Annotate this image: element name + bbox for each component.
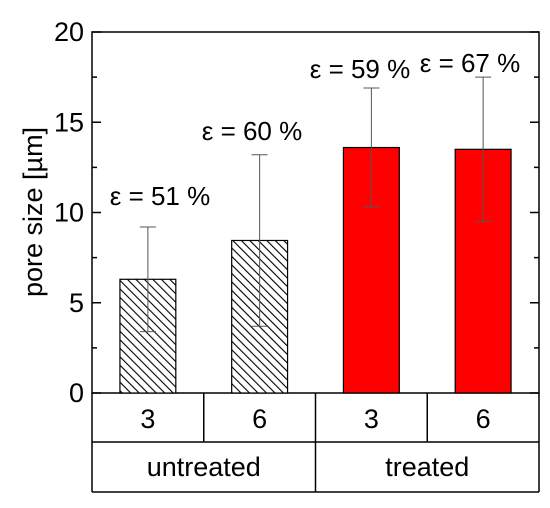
group-label: treated	[385, 452, 469, 482]
y-axis: 0 5 10 15 20	[54, 17, 539, 408]
y-tick-label: 20	[54, 17, 84, 47]
y-axis-label: pore size [µm]	[18, 127, 48, 297]
error-bars	[139, 76, 492, 333]
porosity-annotation: ε = 67 %	[420, 48, 520, 78]
category-label: 6	[252, 404, 267, 434]
porosity-annotation: ε = 59 %	[310, 54, 410, 84]
group-label: untreated	[147, 452, 261, 482]
y-tick-label: 15	[54, 107, 84, 137]
y-tick-label: 5	[69, 288, 84, 318]
category-table: 3 6 3 6 untreated treated	[91, 393, 540, 493]
y-tick-label: 0	[69, 378, 84, 408]
porosity-annotation: ε = 51 %	[110, 181, 210, 211]
y-tick-label: 10	[54, 198, 84, 228]
category-label: 3	[140, 404, 155, 434]
porosity-annotation: ε = 60 %	[202, 116, 302, 146]
category-label: 6	[476, 404, 491, 434]
annotations: ε = 51 % ε = 60 % ε = 59 % ε = 67 %	[110, 48, 520, 211]
category-label: 3	[364, 404, 379, 434]
